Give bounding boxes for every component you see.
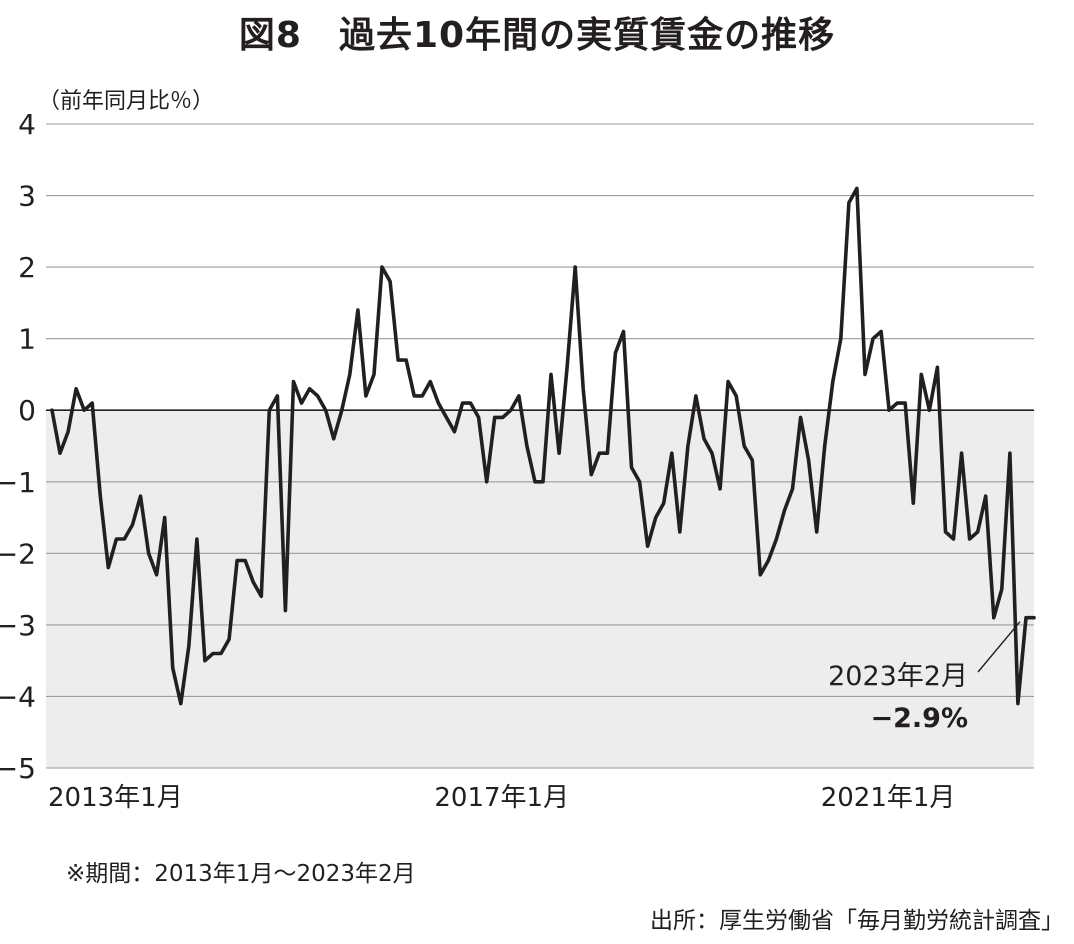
x-tick-label: 2013年1月 [48, 783, 183, 813]
chart-title: 図8 過去10年間の実質賃金の推移 [238, 15, 836, 56]
y-tick-label: −1 [0, 466, 36, 499]
gridlines [46, 123, 1034, 769]
y-tick-label: −2 [0, 537, 36, 570]
negative-region-shading [46, 410, 1034, 768]
y-tick-label: 2 [18, 251, 36, 284]
y-tick-label: 1 [18, 323, 36, 356]
y-tick-label: 4 [18, 108, 36, 141]
annotation-value-label: −2.9% [870, 703, 968, 734]
y-tick-label: −5 [0, 752, 36, 785]
y-tick-label: −4 [0, 680, 36, 713]
y-tick-label: 0 [18, 394, 36, 427]
x-tick-labels: 2013年1月 2017年1月 2021年1月 [48, 783, 955, 813]
annotation-leader-line [977, 621, 1021, 673]
series-line-real-wages [50, 186, 1036, 706]
y-axis-unit-label: （前年同月比％） [38, 89, 215, 114]
x-tick-label: 2017年1月 [434, 783, 569, 813]
period-note: ※期間：2013年1月〜2023年2月 [66, 861, 416, 887]
y-tick-labels: 4 3 2 1 0 −1 −2 −3 −4 −5 [0, 108, 36, 785]
annotation-date-label: 2023年2月 [828, 661, 968, 692]
y-tick-label: −3 [0, 609, 36, 642]
y-tick-label: 3 [18, 180, 36, 213]
source-credit: 出所：厚生労働省「毎月勤労統計調査」 [650, 908, 1064, 934]
x-tick-label: 2021年1月 [821, 783, 956, 813]
